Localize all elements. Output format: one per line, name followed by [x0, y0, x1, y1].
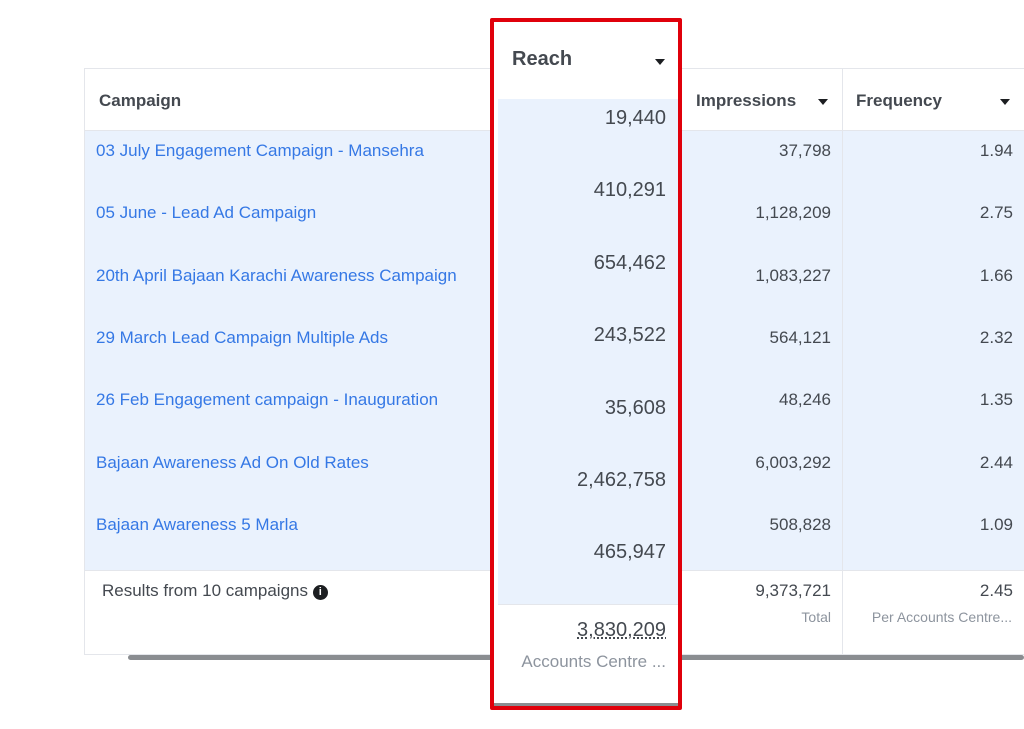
impressions-cell: 6,003,292: [755, 452, 831, 472]
reach-cell: 2,462,758: [577, 469, 666, 491]
impressions-cell: 508,828: [769, 514, 831, 534]
frequency-cell: 2.32: [979, 327, 1013, 347]
frequency-total: 2.45: [979, 581, 1013, 600]
impressions-cell: 564,121: [769, 327, 831, 347]
campaign-link[interactable]: Bajaan Awareness 5 Marla: [96, 514, 298, 534]
caret-down-icon[interactable]: [655, 59, 665, 65]
impressions-total-label: Total: [801, 609, 831, 625]
campaign-link[interactable]: 20th April Bajaan Karachi Awareness Camp…: [96, 265, 457, 285]
caret-down-icon[interactable]: [818, 99, 828, 105]
campaign-link[interactable]: Bajaan Awareness Ad On Old Rates: [96, 452, 369, 472]
reach-cell: 19,440: [604, 107, 666, 129]
impressions-cell: 1,128,209: [755, 203, 831, 223]
reach-cell: 465,947: [593, 541, 666, 564]
results-summary: Results from 10 campaigns i: [102, 581, 328, 601]
campaign-link[interactable]: 29 March Lead Campaign Multiple Ads: [96, 327, 388, 347]
reach-cell: 654,462: [593, 251, 666, 274]
reach-total-label: Accounts Centre ...: [521, 652, 666, 671]
frequency-cell: 1.35: [979, 390, 1013, 410]
divider: [842, 69, 843, 655]
results-text: Results from 10 campaigns: [102, 581, 308, 600]
reach-cell: 410,291: [593, 179, 666, 202]
frequency-cell: 1.94: [979, 141, 1013, 160]
frequency-cell: 2.75: [979, 203, 1013, 223]
frequency-cell: 1.66: [979, 265, 1013, 285]
campaign-link[interactable]: 26 Feb Engagement campaign - Inauguratio…: [96, 390, 439, 410]
reach-total[interactable]: 3,830,209: [577, 619, 666, 641]
frequency-cell: 2.44: [979, 452, 1013, 472]
column-header-campaign[interactable]: Campaign: [99, 91, 182, 110]
impressions-cell: 1,083,227: [755, 265, 831, 285]
reach-cell: 243,522: [593, 324, 666, 347]
reach-rows-background: [498, 99, 678, 605]
reach-cell: 35,608: [604, 396, 666, 419]
column-header-reach[interactable]: Reach: [512, 48, 573, 70]
column-header-frequency[interactable]: Frequency: [856, 91, 942, 110]
impressions-cell: 48,246: [779, 390, 831, 410]
reach-column-highlight: Reach 19,440 410,291 654,462 243,522 35,608 2…: [490, 18, 682, 710]
frequency-total-label: Per Accounts Centre...: [871, 609, 1012, 625]
campaign-link[interactable]: 05 June - Lead Ad Campaign: [96, 203, 317, 223]
divider: [498, 604, 678, 605]
impressions-total: 9,373,721: [755, 581, 831, 600]
column-header-impressions[interactable]: Impressions: [696, 91, 797, 110]
scrollbar-segment: [494, 703, 678, 706]
campaign-link[interactable]: 03 July Engagement Campaign - Mansehra: [96, 141, 424, 160]
impressions-cell: 37,798: [779, 141, 831, 160]
caret-down-icon[interactable]: [1000, 99, 1010, 105]
frequency-cell: 1.09: [979, 514, 1013, 534]
info-icon[interactable]: i: [312, 585, 328, 600]
